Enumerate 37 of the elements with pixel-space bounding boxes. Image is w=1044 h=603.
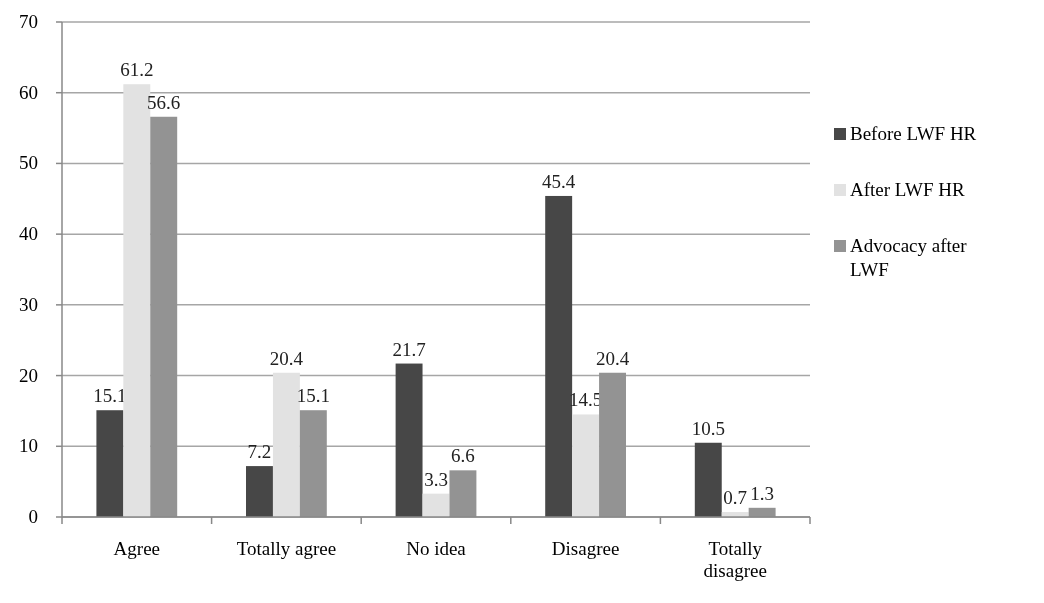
x-tick-label: Totally disagree: [703, 538, 767, 581]
data-label: 3.3: [424, 468, 448, 490]
y-tick-label: 40: [19, 223, 38, 245]
legend-label: Advocacy after LWF: [850, 235, 968, 280]
data-label: 6.6: [451, 445, 475, 467]
bar: [272, 372, 300, 517]
bar: [572, 414, 600, 517]
legend-label: Before LWF HR: [850, 123, 977, 144]
data-label: 56.6: [147, 91, 181, 113]
bar: [395, 363, 423, 517]
data-label: 7.2: [247, 441, 272, 463]
x-tick-label: Disagree: [551, 538, 620, 559]
y-tick-label: 10: [19, 435, 38, 457]
y-tick-label: 30: [19, 293, 38, 315]
y-tick-label: 0: [28, 506, 38, 527]
y-tick-label: 50: [19, 152, 38, 174]
y-tick-label: 60: [19, 81, 38, 103]
x-tick-label: No idea: [406, 538, 467, 559]
data-label: 20.4: [269, 347, 304, 369]
bar: [246, 466, 273, 517]
bar: [694, 442, 722, 517]
y-tick-label: 20: [19, 364, 38, 386]
data-label: 45.4: [542, 170, 576, 192]
data-label: 10.5: [691, 417, 725, 439]
data-label: 20.4: [595, 347, 630, 369]
x-tick-label: Totally agree: [236, 538, 337, 559]
bar: [422, 493, 450, 517]
legend-label: After LWF HR: [850, 179, 965, 200]
bar: [96, 410, 124, 517]
x-tick-label: Agree: [113, 538, 161, 559]
y-tick-label: 70: [19, 11, 38, 32]
data-label: 1.3: [750, 482, 774, 504]
data-label: 0.7: [723, 487, 748, 509]
data-label: 15.1: [93, 385, 127, 407]
data-label: 21.7: [392, 338, 426, 360]
data-label: 61.2: [120, 59, 154, 81]
data-label: 15.1: [296, 385, 330, 407]
